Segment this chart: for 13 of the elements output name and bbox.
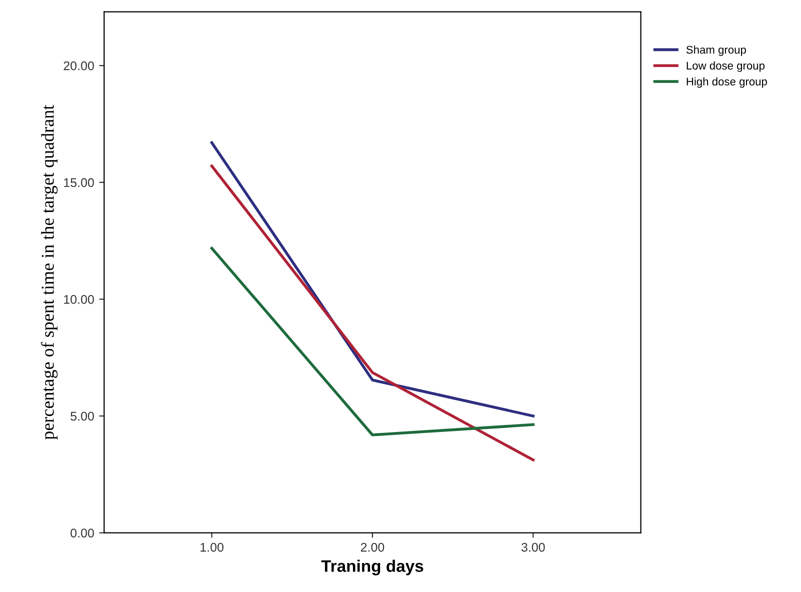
legend-label: Low dose group <box>686 61 765 72</box>
x-axis-title: Traning days <box>321 560 424 576</box>
y-tick-label: 5.00 <box>70 412 94 421</box>
y-axis-title: percentage of spent time in the target quadrant <box>40 104 58 440</box>
y-tick-label: 20.00 <box>64 61 94 70</box>
x-tick-label: 3.00 <box>521 542 545 552</box>
legend-label: High dose group <box>686 77 767 88</box>
legend-label: Sham group <box>686 46 746 56</box>
y-tick-label: 15.00 <box>64 178 94 188</box>
y-tick-label: 0.00 <box>70 528 94 538</box>
x-tick-label: 2.00 <box>360 542 384 552</box>
x-tick-label: 1.00 <box>200 542 224 552</box>
y-tick-label: 10.00 <box>64 294 94 304</box>
